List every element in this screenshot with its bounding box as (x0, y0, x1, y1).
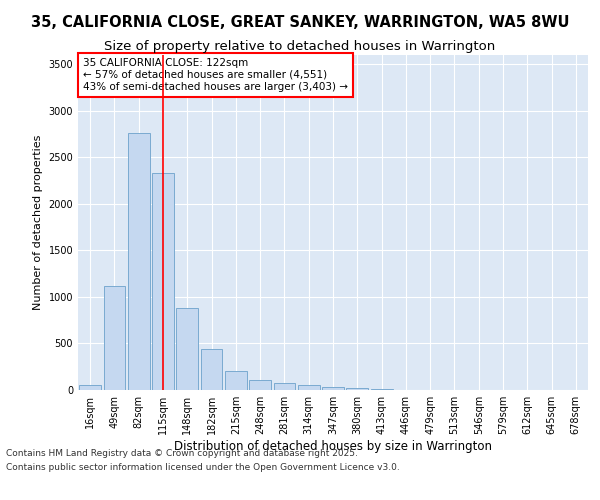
X-axis label: Distribution of detached houses by size in Warrington: Distribution of detached houses by size … (174, 440, 492, 453)
Text: Size of property relative to detached houses in Warrington: Size of property relative to detached ho… (104, 40, 496, 53)
Bar (298, 385, 320, 390)
Bar (176, 308, 198, 390)
Text: Contains HM Land Registry data © Crown copyright and database right 2025.: Contains HM Land Registry data © Crown c… (6, 448, 358, 458)
Bar (371, 389, 392, 390)
Text: Contains public sector information licensed under the Open Government Licence v3: Contains public sector information licen… (6, 464, 400, 472)
Bar (225, 372, 247, 390)
Bar (128, 133, 149, 390)
Text: 35, CALIFORNIA CLOSE, GREAT SANKEY, WARRINGTON, WA5 8WU: 35, CALIFORNIA CLOSE, GREAT SANKEY, WARR… (31, 15, 569, 30)
Bar (249, 380, 271, 390)
Bar (274, 382, 295, 390)
Bar (104, 286, 125, 390)
Y-axis label: Number of detached properties: Number of detached properties (33, 135, 43, 310)
Bar (322, 387, 344, 390)
Bar (79, 386, 101, 390)
Bar (346, 388, 368, 390)
Bar (152, 173, 174, 390)
Bar (200, 349, 223, 390)
Text: 35 CALIFORNIA CLOSE: 122sqm
← 57% of detached houses are smaller (4,551)
43% of : 35 CALIFORNIA CLOSE: 122sqm ← 57% of det… (83, 58, 348, 92)
